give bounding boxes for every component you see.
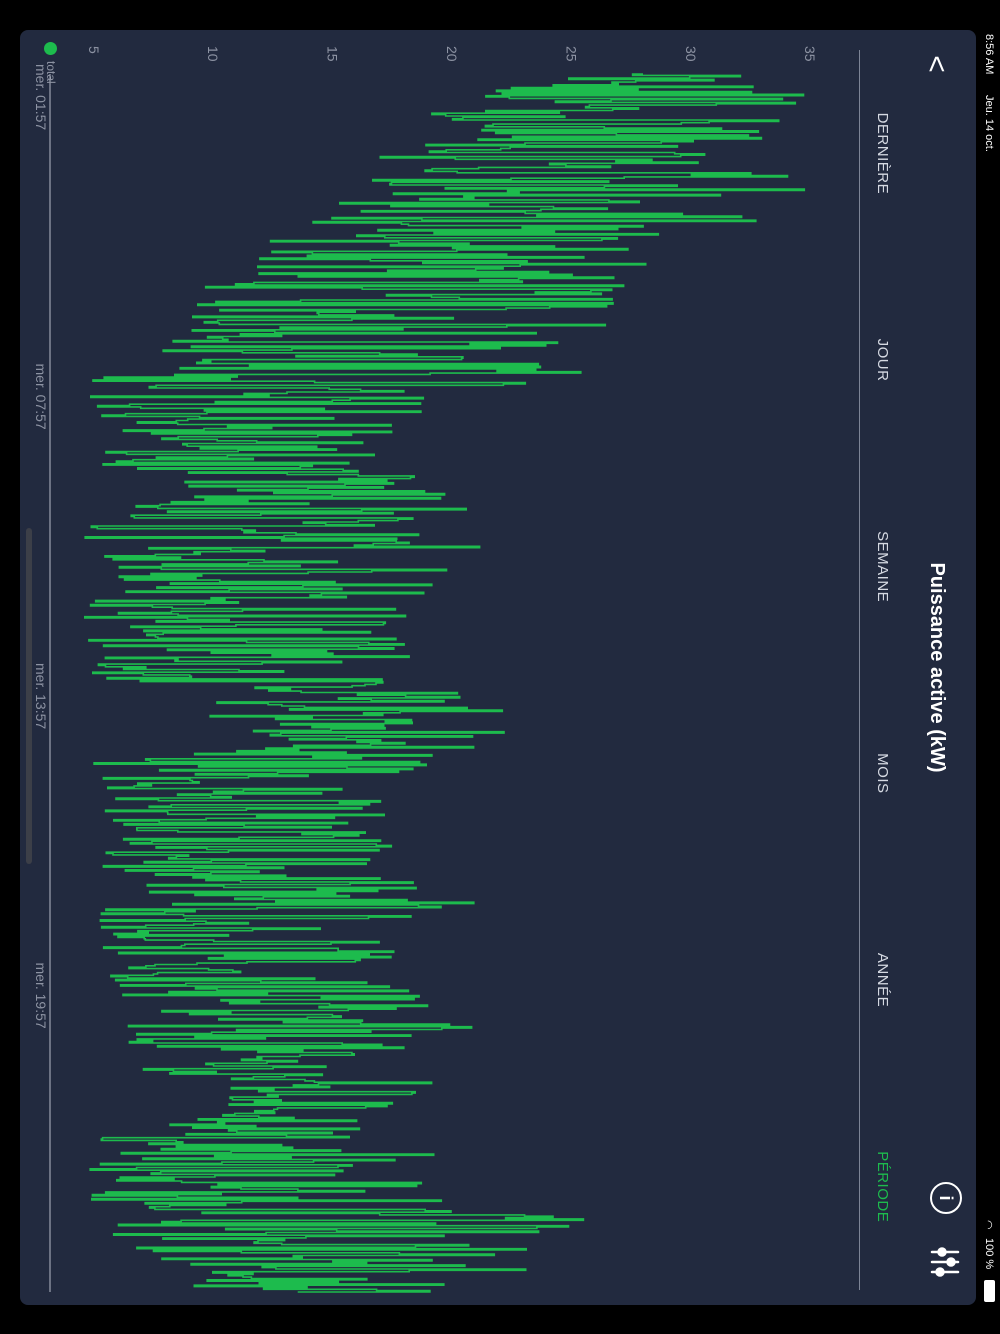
series-line-total bbox=[84, 73, 806, 1293]
power-chart: 5 10 15 20 25 30 35 mer. 01:57 mer. 07:57 mer. 1… bbox=[33, 46, 818, 1293]
status-time: 8:56 AM bbox=[983, 34, 995, 75]
x-tick-label: mer. 19:57 bbox=[33, 963, 49, 1029]
status-date: Jeu. 14 oct. bbox=[983, 95, 995, 152]
x-tick-label: mer. 01:57 bbox=[33, 64, 49, 130]
y-tick-label: 30 bbox=[683, 46, 699, 62]
y-tick-label: 5 bbox=[86, 46, 102, 54]
y-tick-label: 35 bbox=[802, 46, 818, 62]
x-tick-label: mer. 13:57 bbox=[33, 663, 49, 729]
scroll-handle[interactable] bbox=[26, 528, 32, 864]
x-tick-label: mer. 07:57 bbox=[33, 364, 49, 430]
battery-icon bbox=[981, 1280, 995, 1302]
y-tick-label: 20 bbox=[444, 46, 460, 62]
legend-swatch-total bbox=[44, 42, 58, 55]
sliders-icon bbox=[930, 1247, 960, 1277]
wifi-icon: ◠ bbox=[982, 1220, 994, 1230]
app-panel: < Puissance active (kW) i DERNIÈRE JOUR … bbox=[20, 30, 976, 1305]
filter-settings-button[interactable] bbox=[928, 1245, 962, 1279]
y-tick-label: 15 bbox=[325, 46, 341, 62]
status-bar: 8:56 AM Jeu. 14 oct. ◠ 100 % bbox=[976, 0, 1000, 1334]
chart-screen: < Puissance active (kW) i DERNIÈRE JOUR … bbox=[20, 30, 976, 1305]
y-tick-label: 10 bbox=[205, 46, 221, 62]
y-tick-label: 25 bbox=[563, 46, 579, 62]
legend-label-total: total bbox=[44, 61, 58, 84]
legend: total bbox=[44, 42, 58, 84]
status-battery-percent: 100 % bbox=[983, 1238, 995, 1270]
